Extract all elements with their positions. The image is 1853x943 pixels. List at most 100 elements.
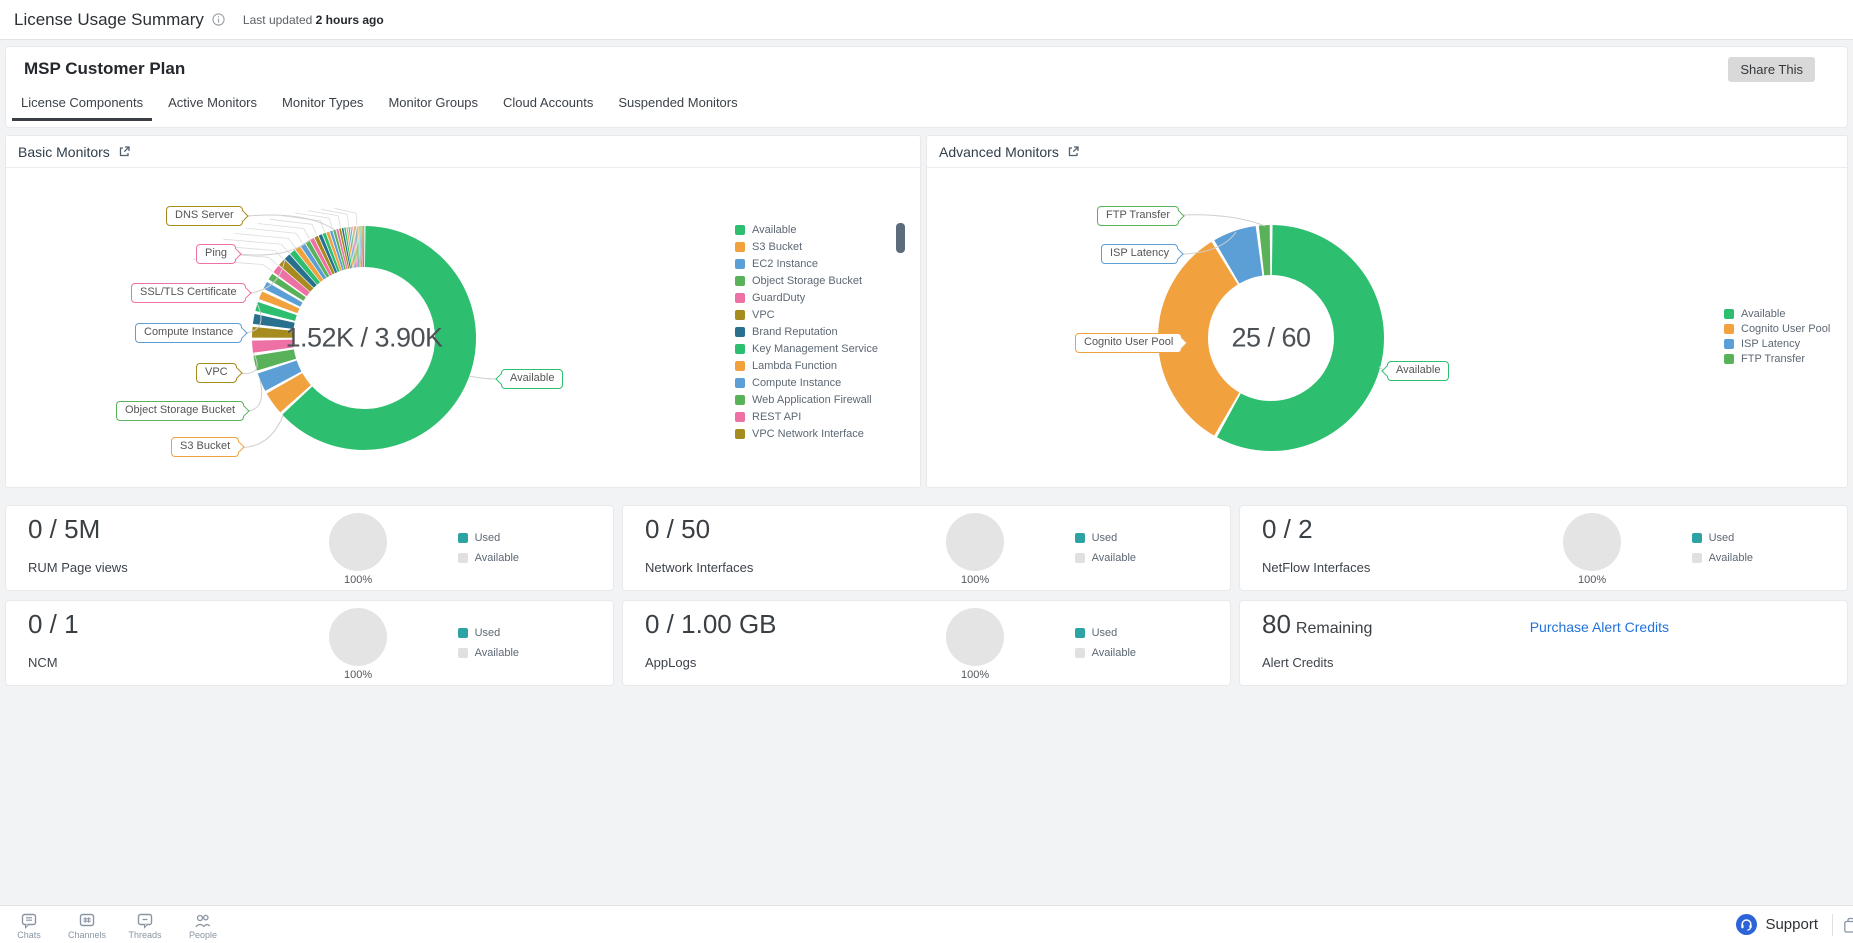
advanced-monitors-panel: Advanced Monitors 25 / 60 FTP Transfer ISP…	[926, 135, 1848, 488]
plan-tabs: License Components Active Monitors Monitor…	[12, 95, 754, 121]
plan-card: MSP Customer Plan Share This License Com…	[5, 46, 1848, 128]
legend-swatch	[735, 292, 745, 303]
usage-card-alert-credits: 80 Remaining Alert Credits Purchase Alert C…	[1239, 600, 1848, 686]
usage-cards-grid: 0 / 5M RUM Page views 100% Used Available 0 /…	[5, 505, 1848, 686]
tab-suspended-monitors[interactable]: Suspended Monitors	[618, 95, 738, 110]
basic-monitors-panel: Basic Monitors 1.52K / 3.90K DNS Server Pi…	[5, 135, 921, 488]
footer-item-people[interactable]: People	[174, 910, 232, 940]
tab-license-components[interactable]: License Components	[12, 95, 153, 121]
mini-pie-chart	[946, 608, 1005, 666]
legend-item-isp-latency[interactable]: ISP Latency	[1724, 336, 1830, 351]
legend-swatch	[1724, 338, 1734, 349]
legend-label: VPC Network Interface	[752, 427, 864, 440]
legend-swatch	[1691, 533, 1702, 543]
legend-item-available: Available	[457, 548, 520, 568]
legend-item-used: Used	[1691, 528, 1753, 548]
external-link-icon[interactable]	[118, 145, 131, 158]
purchase-alert-credits-link[interactable]: Purchase Alert Credits	[1529, 619, 1669, 635]
legend-item-used: Used	[457, 623, 519, 643]
legend-item-s3-bucket[interactable]: S3 Bucket	[735, 238, 878, 255]
panel-title: Basic Monitors	[18, 143, 110, 160]
footer-item-label: Channels	[67, 929, 107, 940]
callout-cognito-user-pool: Cognito User Pool	[1075, 333, 1183, 353]
usage-card-applogs: 0 / 1.00 GB AppLogs 100% Used Available	[622, 600, 1231, 686]
chart-legend: Available Cognito User Pool ISP Latency FTP…	[1724, 306, 1830, 366]
footer-item-chats[interactable]: Chats	[0, 910, 58, 940]
share-this-button[interactable]: Share This	[1728, 57, 1815, 82]
tab-cloud-accounts[interactable]: Cloud Accounts	[503, 95, 594, 110]
callout-compute-instance: Compute Instance	[135, 323, 243, 343]
legend-swatch	[735, 275, 745, 286]
legend-item-available[interactable]: Available	[1724, 306, 1830, 321]
usage-label: NetFlow Interfaces	[1262, 560, 1371, 575]
legend-item-lambda-function[interactable]: Lambda Function	[735, 357, 878, 374]
legend-swatch	[735, 394, 745, 405]
advanced-monitors-donut-chart[interactable]	[927, 175, 1847, 487]
legend-swatch	[735, 326, 745, 337]
legend-label: Used	[1091, 532, 1118, 544]
legend-label: EC2 Instance	[752, 257, 819, 270]
info-icon[interactable]	[212, 13, 225, 26]
footer-item-channels[interactable]: Channels	[58, 910, 116, 940]
external-link-icon[interactable]	[1067, 145, 1080, 158]
legend-item-compute-instance[interactable]: Compute Instance	[735, 374, 878, 391]
legend-item-vpc-network-interface[interactable]: VPC Network Interface	[735, 425, 878, 442]
legend-label: Available	[474, 552, 520, 564]
legend-item-ec2-instance[interactable]: EC2 Instance	[735, 255, 878, 272]
usage-label: NCM	[28, 655, 58, 670]
legend-item-object-storage-bucket[interactable]: Object Storage Bucket	[735, 272, 878, 289]
usage-label: RUM Page views	[28, 560, 128, 575]
footer-item-threads[interactable]: Threads	[116, 910, 174, 940]
panel-header: Basic Monitors	[6, 136, 920, 168]
tab-monitor-types[interactable]: Monitor Types	[282, 95, 364, 110]
legend-item-cognito-user-pool[interactable]: Cognito User Pool	[1724, 321, 1830, 336]
legend-scrollbar-thumb[interactable]	[896, 223, 905, 253]
chart-legend: Available S3 Bucket EC2 Instance Object Sto…	[735, 221, 878, 442]
legend-swatch	[735, 224, 745, 235]
legend-swatch	[735, 258, 745, 269]
legend-swatch	[457, 628, 468, 638]
usage-card-netflow-interfaces: 0 / 2 NetFlow Interfaces 100% Used Available	[1239, 505, 1848, 591]
legend-item-key-management-service[interactable]: Key Management Service	[735, 340, 878, 357]
usage-card-legend: Used Available	[1074, 528, 1136, 568]
legend-swatch	[735, 411, 745, 422]
callout-s3-bucket: S3 Bucket	[171, 437, 240, 457]
legend-item-available: Available	[1691, 548, 1754, 568]
legend-label: Available	[1708, 552, 1754, 564]
percent-label: 100%	[960, 574, 990, 586]
usage-value: 0 / 50	[645, 514, 711, 544]
callout-ssl-tls-certificate: SSL/TLS Certificate	[131, 283, 246, 303]
copy-icon[interactable]	[1843, 917, 1853, 933]
legend-label: Available	[752, 223, 797, 236]
callout-object-storage-bucket: Object Storage Bucket	[116, 401, 245, 421]
channel-icon	[58, 913, 116, 929]
callout-vpc: VPC	[196, 363, 237, 383]
legend-label: Available	[1741, 307, 1786, 320]
panel-header: Advanced Monitors	[927, 136, 1847, 168]
legend-item-ftp-transfer[interactable]: FTP Transfer	[1724, 351, 1830, 366]
legend-label: VPC	[752, 308, 775, 321]
usage-label: Network Interfaces	[645, 560, 754, 575]
legend-item-available: Available	[457, 643, 519, 663]
usage-value: 0 / 5M	[28, 514, 101, 544]
last-updated-prefix: Last updated	[242, 12, 313, 27]
callout-available: Available	[501, 369, 564, 389]
tab-monitor-groups[interactable]: Monitor Groups	[388, 95, 479, 110]
legend-swatch	[457, 648, 468, 658]
legend-label: Compute Instance	[752, 376, 842, 389]
legend-item-web-application-firewall[interactable]: Web Application Firewall	[735, 391, 878, 408]
thread-icon	[116, 913, 174, 929]
support-button[interactable]: Support	[1736, 914, 1818, 935]
legend-item-guardduty[interactable]: GuardDuty	[735, 289, 878, 306]
legend-swatch	[735, 309, 745, 320]
legend-label: ISP Latency	[1741, 337, 1801, 350]
legend-label: Cognito User Pool	[1741, 322, 1831, 335]
legend-item-brand-reputation[interactable]: Brand Reputation	[735, 323, 878, 340]
legend-label: GuardDuty	[752, 291, 806, 304]
mini-pie-chart	[329, 513, 388, 571]
legend-item-rest-api[interactable]: REST API	[735, 408, 878, 425]
legend-item-vpc[interactable]: VPC	[735, 306, 878, 323]
tab-active-monitors[interactable]: Active Monitors	[168, 95, 258, 110]
legend-label: Web Application Firewall	[752, 393, 872, 406]
legend-item-available[interactable]: Available	[735, 221, 878, 238]
